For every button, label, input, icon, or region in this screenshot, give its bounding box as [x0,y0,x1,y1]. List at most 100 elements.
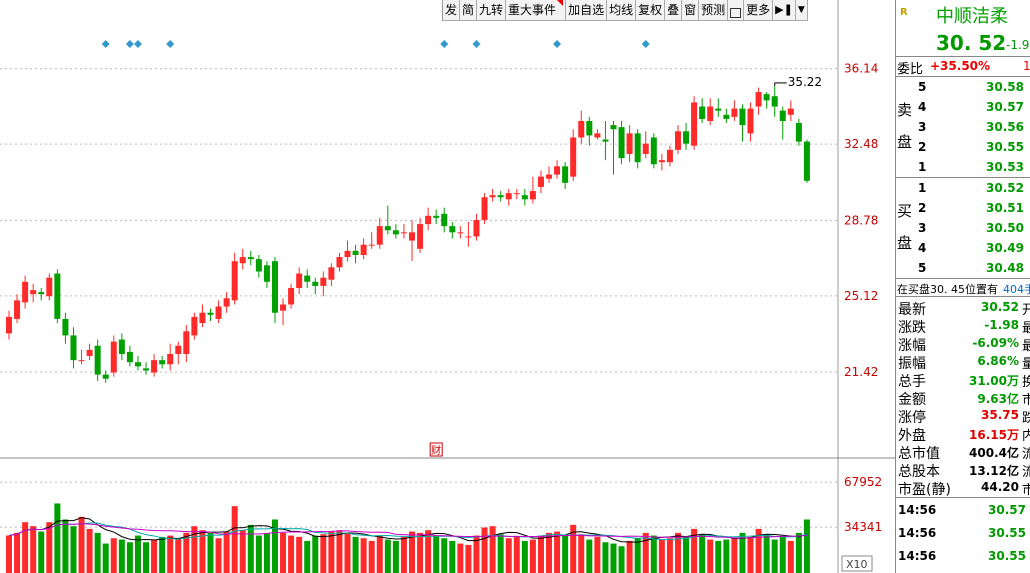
toolbar-item-4[interactable]: 加自选 [566,0,608,21]
toolbar-item-8[interactable]: 窗 [682,0,700,21]
volume-bar [731,538,738,573]
toolbar-item-2[interactable]: 九转 [477,0,507,21]
stat-label-right: 开 [1022,299,1030,318]
toolbar-item-9[interactable]: 预测 [699,0,729,21]
market-tag: R [900,7,908,18]
candle-body [143,368,150,371]
sell-level-4[interactable]: 4 30.57 [896,97,1030,117]
buy-level-2[interactable]: 2 30.51 [896,198,1030,218]
stat-label: 最新 [898,302,926,318]
candle-body [610,125,617,130]
toolbar-item-11[interactable]: 更多 [744,0,774,21]
sell-level-2[interactable]: 2 30.55 [896,137,1030,157]
event-diamond-icon [641,40,650,48]
volume-bar [425,530,432,573]
sell-level-1[interactable]: 1 30.53 [896,157,1030,177]
candle-body [6,316,12,334]
volume-bar [747,536,754,573]
volume-bar [6,535,12,573]
level-number: 4 [918,100,927,114]
stat-value: 6.86% [977,354,1019,368]
kline-chart[interactable]: 36.14 32.48 28.78 25.12 21.42 35.22 财 67952 3434… [0,0,895,573]
stat-row: 总股本 13.12亿流 [896,461,1030,480]
lock-icon [730,8,742,18]
candle-body [22,281,29,303]
toolbar-item-0[interactable]: 发 [443,0,461,21]
volume-bar [457,543,464,573]
buy-level-3[interactable]: 3 30.50 [896,218,1030,238]
buy-level-4[interactable]: 4 30.49 [896,238,1030,258]
buy-level-1[interactable]: 1 30.52 [896,178,1030,198]
volume-bar [126,542,133,573]
candle-body [344,250,351,258]
level-number: 2 [918,201,927,215]
sell-level-3[interactable]: 3 30.56 [896,117,1030,137]
toolbar-item-label: 预测 [701,3,726,17]
toolbar-menu-button[interactable]: ▼ [795,0,808,21]
volume-bar [513,536,520,573]
volume-bar [296,536,303,573]
candle-body [239,257,246,264]
candle-body [658,160,665,163]
sell-level-5[interactable]: 5 30.58 [896,77,1030,97]
volume-bar [86,528,93,573]
price-tick-label: 25.12 [844,289,878,303]
candle-body [795,123,802,142]
tick-row: 14:56 30.57 [896,498,1030,521]
volume-bar [110,538,117,573]
volume-bar [78,516,85,573]
candle-body [320,277,327,286]
stat-label: 涨跌 [898,320,926,336]
level-price: 30.50 [986,221,1024,235]
volume-bar [610,543,617,573]
event-diamond-icon [166,40,175,48]
candle-body [537,176,544,187]
stat-row: 涨幅 -6.09%最 [896,335,1030,354]
stat-row: 最新 30.52开 [896,299,1030,318]
volume-bar [54,503,61,573]
volume-bar [433,535,440,573]
volume-bar [409,531,415,573]
candle-body [618,127,625,159]
volume-bar [594,536,601,573]
stock-name[interactable]: 中顺洁柔 [936,6,1008,27]
play-button[interactable]: ▶❚ [773,0,796,21]
toolbar-item-3[interactable]: 重大事件 [506,0,567,21]
volume-bar [586,539,593,573]
stat-row: 总手 31.00万换 [896,371,1030,390]
volume-bar [642,532,649,573]
volume-bar [336,530,343,573]
stat-value: 400.4亿 [969,446,1019,460]
candle-body [62,318,69,336]
price-tick-label: 32.48 [844,137,878,151]
buy-label-2: 盘 [897,234,913,252]
volume-bar [239,530,246,573]
candle-body [78,360,85,362]
candle-body [441,213,448,227]
candle-body [14,300,21,319]
weibi-value: +35.50% [930,59,991,73]
tick-time: 14:56 [898,549,937,563]
candle-body [191,316,198,336]
candle-body [38,292,45,295]
toolbar-item-7[interactable]: 叠 [665,0,683,21]
lock-button[interactable] [728,0,745,21]
volume-bar [473,535,480,573]
candle-body [457,232,464,234]
volume-bar [328,531,335,573]
stat-value: 16.15万 [969,428,1019,442]
toolbar-item-5[interactable]: 均线 [607,0,637,21]
candle-body [683,131,690,144]
toolbar-item-6[interactable]: 复权 [636,0,666,21]
volume-bar [280,532,287,573]
weibi-row: 委比 +35.50% 1 [896,57,1030,77]
red-corner-icon [557,0,564,6]
level-price: 30.49 [986,241,1024,255]
candle-body [280,304,287,311]
volume-bar [320,534,327,573]
toolbar-item-1[interactable]: 简 [460,0,478,21]
candle-body [481,197,488,220]
buy-level-5[interactable]: 5 30.48 [896,258,1030,278]
